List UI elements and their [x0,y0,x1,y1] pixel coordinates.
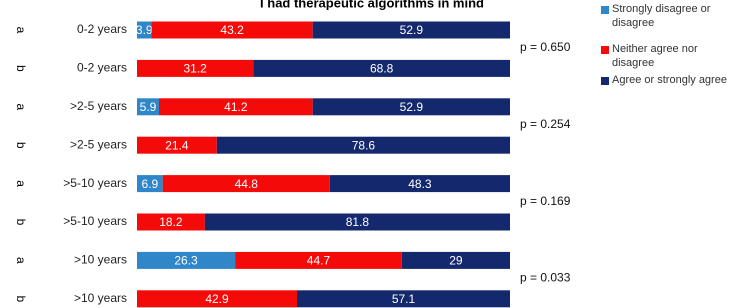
group-label: a [14,180,28,187]
bar-segment [329,175,510,193]
bar-segment [312,21,510,39]
group-label: b [14,219,28,226]
bar-segment [297,290,510,308]
p-value: p = 0.033 [520,271,571,285]
group-label: a [14,27,28,34]
legend-swatch [601,6,609,14]
value-label: 29 [449,254,463,268]
p-value: p = 0.254 [520,117,571,131]
bar-segment [137,59,254,77]
value-label: 42.9 [205,292,229,306]
bar-segment [137,21,152,39]
legend-label: Strongly disagree or disagree [612,3,711,29]
bar-segment [137,175,163,193]
legend-swatch [601,77,609,85]
category-label: >5-10 years [63,214,127,228]
value-label: 5.9 [140,100,157,114]
p-value: p = 0.169 [520,194,571,208]
value-label: 18.2 [159,215,183,229]
group-label: b [14,142,28,149]
bar-segment [312,98,510,116]
bar-segment [137,98,160,116]
value-label: 3.9 [136,23,153,37]
category-label: >5-10 years [63,176,127,190]
p-value: p = 0.650 [520,40,571,54]
bar-segment [137,290,298,308]
group-label: b [14,65,28,72]
value-label: 78.6 [352,138,376,152]
bar-segment [162,175,330,193]
value-label: 48.3 [408,177,432,191]
bar-segment [401,251,510,269]
legend-swatch [601,46,609,54]
value-label: 44.7 [307,254,331,268]
bar-segment [159,98,313,116]
value-label: 6.9 [142,177,159,191]
bar-segment [235,251,402,269]
bar-segment [137,251,236,269]
value-label: 44.8 [235,177,259,191]
category-label: 0-2 years [77,61,127,75]
chart-title: I had therapeutic algorithms in mind [260,0,484,10]
bar-segment [216,136,510,154]
group-label: b [14,295,28,302]
category-label: >10 years [74,291,127,305]
value-label: 68.8 [370,62,394,76]
value-label: 26.3 [174,254,198,268]
bar-segment [253,59,510,77]
category-label: 0-2 years [77,22,127,36]
value-label: 57.1 [392,292,416,306]
bar-segment [137,213,205,231]
category-label: >2-5 years [70,137,127,151]
bar-segment [137,136,217,154]
value-label: 81.8 [346,215,370,229]
value-label: 21.4 [165,138,189,152]
value-label: 31.2 [184,62,208,76]
category-label: >10 years [74,253,127,267]
legend-label: Agree or strongly agree [612,74,727,86]
category-label: >2-5 years [70,99,127,113]
group-label: a [14,103,28,110]
value-label: 52.9 [400,100,424,114]
value-label: 41.2 [224,100,248,114]
group-label: a [14,257,28,264]
legend-label: Neither agree nor disagree [612,43,698,69]
value-label: 52.9 [400,23,424,37]
bar-segment [151,21,313,39]
value-label: 43.2 [220,23,244,37]
bar-segment [204,213,511,231]
